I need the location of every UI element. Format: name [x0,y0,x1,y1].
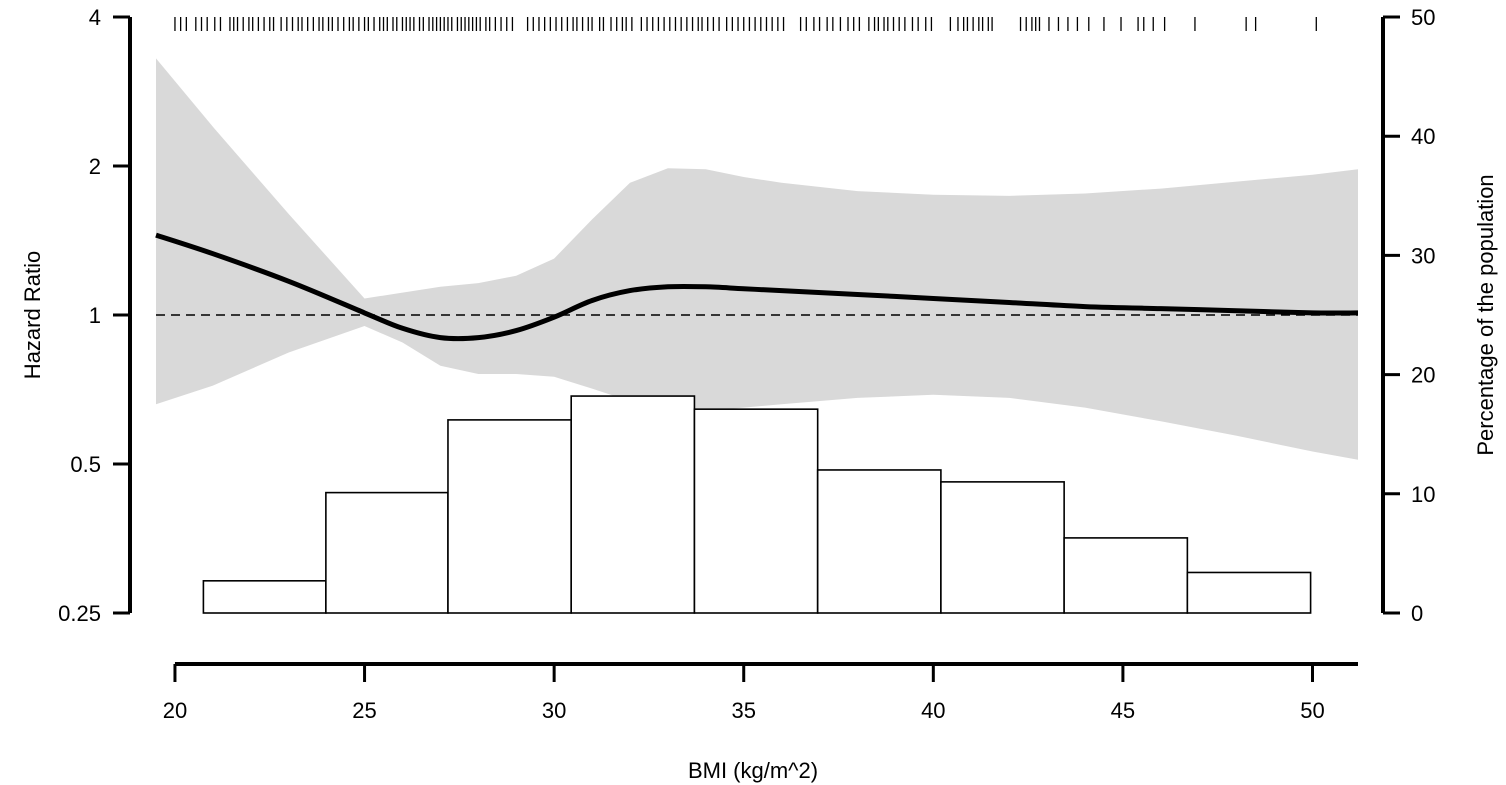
x-tick-label-1: 25 [352,698,376,723]
right-tick-label-2: 20 [1411,363,1435,388]
histogram-bar-1 [325,491,449,614]
left-tick-label-3: 2 [89,154,101,179]
right-tick-label-0: 0 [1411,601,1423,626]
x-tick-label-5: 45 [1111,698,1135,723]
left-y-axis: 0.25 0.5 1 2 4 [58,5,132,626]
right-tick-label-3: 30 [1411,243,1435,268]
x-tick-label-3: 35 [731,698,755,723]
right-tick-label-5: 50 [1411,5,1435,30]
histogram-bar-5 [816,469,942,614]
y2-axis-title: Percentage of the population [1473,174,1498,455]
left-tick-label-2: 1 [89,303,101,328]
histogram [202,395,1312,614]
x-tick-label-0: 20 [163,698,187,723]
confidence-band [156,58,1358,460]
histogram-bar-7 [1063,537,1189,614]
histogram-bar-0 [202,580,327,614]
x-tick-label-4: 40 [921,698,945,723]
left-tick-label-1: 0.5 [70,452,101,477]
right-tick-label-1: 10 [1411,482,1435,507]
histogram-bar-4 [693,408,819,614]
right-y-axis: 0 10 20 30 40 50 [1381,5,1435,626]
left-tick-label-4: 4 [89,5,101,30]
histogram-bar-6 [940,481,1065,614]
x-tick-label-2: 30 [542,698,566,723]
histogram-bar-8 [1186,571,1312,614]
x-axis-title: BMI (kg/m^2) [688,758,818,783]
right-tick-label-4: 40 [1411,124,1435,149]
left-tick-label-0: 0.25 [58,601,101,626]
hazard-ratio-curve [155,232,1359,342]
y-axis-title: Hazard Ratio [20,251,45,379]
rug-marks [174,17,1317,31]
x-axis: 20 25 30 35 40 45 50 [163,662,1358,723]
histogram-bar-2 [447,419,573,614]
histogram-bar-3 [570,395,696,614]
x-tick-label-6: 50 [1300,698,1324,723]
confidence-band-layer [156,58,1358,460]
